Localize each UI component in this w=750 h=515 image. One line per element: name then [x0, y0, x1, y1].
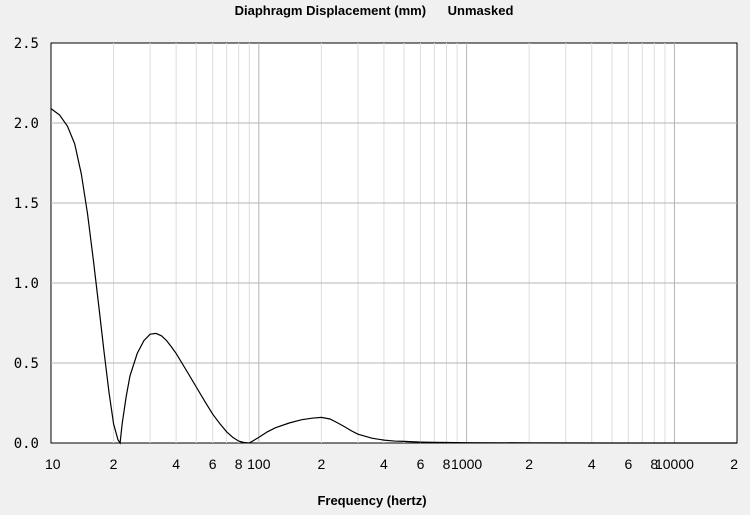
x-tick-label: 2: [730, 456, 738, 472]
x-tick-label: 6: [417, 456, 425, 472]
y-tick-label: 1.5: [14, 196, 39, 212]
x-tick-label: 2: [317, 456, 325, 472]
x-tick-label: 8: [650, 456, 658, 472]
y-tick-label: 2.5: [14, 36, 39, 52]
x-tick-label: 1000: [451, 456, 482, 472]
x-tick-label: 8: [235, 456, 243, 472]
x-tick-label: 2: [110, 456, 118, 472]
x-tick-label: 100: [247, 456, 271, 472]
x-tick-label: 4: [380, 456, 388, 472]
x-tick-label: 8: [443, 456, 451, 472]
y-tick-label: 0.5: [14, 356, 39, 372]
y-tick-label: 2.0: [14, 116, 39, 132]
chart-title: Diaphragm Displacement (mm) Unmasked: [235, 3, 514, 18]
x-tick-label: 4: [588, 456, 596, 472]
y-tick-label: 0.0: [14, 436, 39, 452]
plot-area: [50, 42, 738, 444]
y-axis-ticks: 0.0 0.5 1.0 1.5 2.0 2.5: [14, 36, 39, 452]
y-tick-label: 1.0: [14, 276, 39, 292]
grid-lines: [51, 43, 737, 443]
chart-title-main: Diaphragm Displacement (mm): [235, 3, 426, 18]
x-tick-label: 4: [172, 456, 180, 472]
x-tick-label: 6: [209, 456, 217, 472]
x-tick-label: 6: [624, 456, 632, 472]
x-tick-label: 2: [525, 456, 533, 472]
series-line: [50, 108, 737, 445]
x-axis-label: Frequency (hertz): [317, 493, 426, 508]
x-tick-label: 10000: [655, 456, 694, 472]
chart-title-suffix: Unmasked: [448, 3, 514, 18]
x-tick-label: 10: [45, 456, 61, 472]
